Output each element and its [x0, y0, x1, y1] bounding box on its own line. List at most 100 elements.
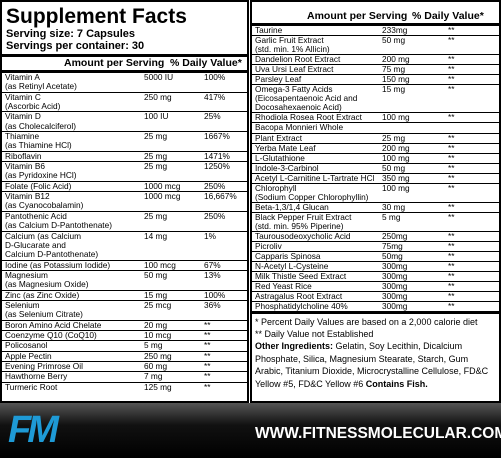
name-line: Iodine (as Potassium Iodide) — [5, 259, 111, 270]
amount: 5 mg — [144, 340, 163, 351]
name: Selenium (as Selenium Citrate) — [2, 300, 247, 320]
daily-value: ** — [448, 281, 455, 292]
row: Taurine 233mg ** — [252, 25, 499, 35]
name-line: Omega-3 Fatty Acids — [255, 84, 333, 95]
name-line: L-Glutathione — [255, 152, 305, 163]
daily-value: ** — [448, 152, 455, 163]
row: Vitamin B6 (as Pyridoxine HCl) 25 mg 1250% — [2, 161, 247, 181]
amount: 15 mg — [144, 289, 168, 300]
amount: 100 mg — [382, 182, 410, 193]
name-line: (as Cholecalciferol) — [5, 120, 77, 131]
name-line: Parsley Leaf — [255, 74, 302, 85]
row: Vitamin B12 (as Cyanocobalamin) 1000 mcg 16… — [2, 191, 247, 211]
name-line: Yerba Mate Leaf — [255, 142, 316, 153]
row: Red Yeast Rice 300mg ** — [252, 281, 499, 291]
daily-value: ** — [448, 251, 455, 262]
daily-value: 100% — [204, 72, 226, 82]
row: Capparis Spinosa 50mg ** — [252, 251, 499, 261]
name: N-Acetyl L-Cysteine — [252, 262, 499, 271]
name: Taurousodeoxycholic Acid — [252, 231, 499, 241]
row: Dandelion Root Extract 200 mg ** — [252, 54, 499, 64]
daily-value: 36% — [204, 299, 221, 310]
name-line: Phosphatidylcholine 40% — [255, 301, 348, 312]
name-line: Turmeric Root — [5, 381, 58, 392]
name-line: Indole-3-Carbinol — [255, 162, 319, 173]
text: Gelatin, Soy Lecithin, Dicalcium Phospha… — [255, 341, 489, 389]
row: Boron Amino Acid Chelate 20 mg ** — [2, 319, 247, 330]
row: Beta-1,3/1,4 Glucan 30 mg ** — [252, 201, 499, 212]
amount: 233mg — [382, 25, 408, 35]
name: Boron Amino Acid Chelate — [2, 319, 247, 330]
name-line: Picroliv — [255, 241, 282, 252]
name: Calcium (as Calcium D-Glucarate and Calciu… — [2, 231, 247, 260]
amount: 1000 mcg — [144, 191, 181, 202]
amount: 50 mg — [382, 162, 406, 173]
name-line: N-Acetyl L-Cysteine — [255, 261, 329, 272]
amount-header: Amount per Serving — [307, 10, 408, 22]
name-line: Vitamin D — [5, 111, 41, 122]
amount: 250 mg — [144, 350, 172, 361]
amount: 50mg — [382, 251, 403, 262]
row: Rhodiola Rosea Root Extract 100 mg ** — [252, 112, 499, 122]
daily-value: 67% — [204, 259, 221, 270]
daily-value: 250% — [204, 180, 226, 191]
amount: 100 mg — [382, 112, 410, 123]
name-line: Evening Primrose Oil — [5, 360, 83, 371]
serving-size: Serving size: 7 Capsules — [6, 28, 135, 40]
amount: 50 mg — [382, 35, 406, 46]
daily-value: ** — [204, 360, 211, 371]
amount: 250 mg — [144, 91, 172, 102]
row: Folate (Folic Acid) 1000 mcg 250% — [2, 180, 247, 191]
amount: 5 mg — [382, 211, 401, 222]
row: Magnesium (as Magnesium Oxide) 50 mg 13% — [2, 269, 247, 290]
name: Chlorophyll (Sodium Copper Chlorophyllin) — [252, 182, 499, 202]
dv-header: % Daily Value* — [170, 57, 242, 69]
daily-value: ** — [448, 230, 455, 241]
row: L-Glutathione 100 mg ** — [252, 152, 499, 163]
row: Bacopa Monnieri Whole — [252, 122, 499, 132]
name: Vitamin C (Ascorbic Acid) — [2, 92, 247, 112]
daily-value: 25% — [204, 111, 221, 122]
name-line: Vitamin B6 — [5, 161, 45, 172]
amount: 250mg — [382, 230, 408, 241]
amount: 125 mg — [144, 381, 172, 392]
name-line: Chlorophyll — [255, 182, 297, 193]
amount: 25 mg — [144, 161, 168, 172]
name-line: Calcium D-Pantothenate) — [5, 249, 99, 260]
name: Apple Pectin — [2, 351, 247, 361]
amount: 350 mg — [382, 172, 410, 183]
name: Garlic Fruit Extract (std. min. 1% Allici… — [252, 35, 499, 54]
row: Riboflavin 25 mg 1471% — [2, 150, 247, 161]
amount: 300mg — [382, 301, 408, 312]
row: Iodine (as Potassium Iodide) 100 mcg 67% — [2, 259, 247, 270]
name: Hawthorne Berry — [2, 371, 247, 381]
daily-value: 1% — [204, 230, 216, 241]
row: Taurousodeoxycholic Acid 250mg ** — [252, 230, 499, 241]
row: Uva Ursi Leaf Extract 75 mg ** — [252, 64, 499, 74]
amount-header: Amount per Serving — [64, 57, 165, 69]
rows: Taurine 233mg ** Garlic Fruit Extract (std. … — [252, 25, 499, 312]
row: Coenzyme Q10 (CoQ10) 10 mcg ** — [2, 329, 247, 340]
name-line: (as Calcium D-Pantothenate) — [5, 220, 112, 231]
name-line: D-Glucarate and — [5, 239, 66, 250]
name: Astragalus Root Extract — [252, 292, 499, 301]
row: Evening Primrose Oil 60 mg ** — [2, 360, 247, 371]
name: Thiamine (as Thiamine HCl) — [2, 131, 247, 151]
amount: 15 mg — [382, 84, 406, 95]
name-line: Boron Amino Acid Chelate — [5, 319, 102, 330]
name: Black Pepper Fruit Extract (std. min. 95%… — [252, 212, 499, 231]
row: Vitamin A (as Retinyl Acetate) 5000 IU 100% — [2, 72, 247, 92]
daily-value: 13% — [204, 269, 221, 280]
header: Amount per Serving % Daily Value* — [252, 10, 499, 26]
name: Capparis Spinosa — [252, 252, 499, 261]
amount: 25 mg — [144, 131, 168, 142]
name-line: (as Selenium Citrate) — [5, 309, 83, 320]
row: Garlic Fruit Extract (std. min. 1% Allici… — [252, 35, 499, 54]
name-line: Capparis Spinosa — [255, 251, 321, 262]
name-line: Milk Thistle Seed Extract — [255, 271, 347, 282]
row: Chlorophyll (Sodium Copper Chlorophyllin)… — [252, 182, 499, 202]
daily-value: ** — [448, 35, 455, 46]
row: Plant Extract 25 mg ** — [252, 132, 499, 143]
amount: 100 IU — [144, 111, 169, 122]
name-line: (Sodium Copper Chlorophyllin) — [255, 191, 369, 202]
